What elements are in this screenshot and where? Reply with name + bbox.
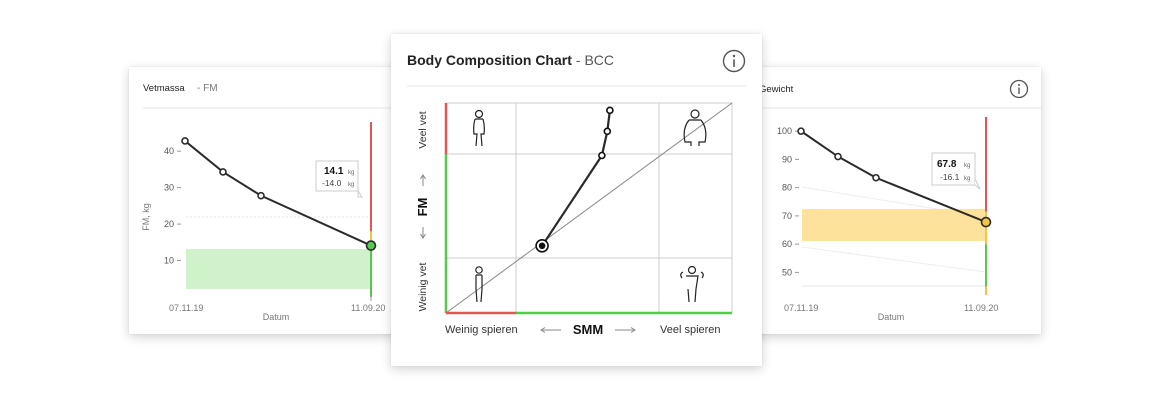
y-tick-label: 40 xyxy=(164,146,174,156)
value-tooltip: 67.8 kg -16.1 kg xyxy=(931,152,981,190)
y-tick-label: 70 xyxy=(782,211,792,221)
current-data-point xyxy=(538,242,546,250)
x-start-label: 07.11.19 xyxy=(784,303,818,313)
value-tooltip: 14.1 kg -14.0 kg xyxy=(315,160,363,198)
data-point xyxy=(598,151,606,160)
body-composition-card: Body Composition Chart - BCC xyxy=(391,34,762,366)
y-ticks: 40 30 20 10 xyxy=(164,146,181,266)
weight-chart: Gewicht 100 90 80 70 60 50 67.8 kg -16.1 kg 0… xyxy=(752,79,1041,322)
body-obese-icon xyxy=(683,109,707,146)
data-points xyxy=(535,106,614,253)
y-bottom-label: Weinig vet xyxy=(417,263,429,312)
y-axis-label: FM xyxy=(415,198,430,217)
info-icon[interactable] xyxy=(1009,79,1029,99)
x-right-label: Veel spieren xyxy=(660,324,721,336)
tooltip-value: 67.8 xyxy=(937,159,957,170)
weight-card: Gewicht 100 90 80 70 60 50 67.8 kg -16.1 kg 0… xyxy=(752,67,1041,334)
data-point xyxy=(797,127,805,135)
x-end-label: 11.09.20 xyxy=(964,303,998,313)
data-point xyxy=(257,191,265,200)
tooltip-delta: -14.0 xyxy=(322,178,342,188)
x-axis-label: SMM xyxy=(573,322,603,337)
y-tick-label: 10 xyxy=(164,256,174,266)
y-ticks: 100 90 80 70 60 50 xyxy=(777,126,799,277)
card-title: Body Composition Chart xyxy=(407,52,572,68)
x-left-label: Weinig spieren xyxy=(445,324,518,336)
data-points xyxy=(797,127,992,228)
card-title-group: Body Composition Chart - BCC xyxy=(407,52,614,68)
current-data-point xyxy=(980,216,992,228)
y-tick-label: 100 xyxy=(777,126,792,136)
target-range-band xyxy=(802,209,985,241)
data-points xyxy=(181,137,377,251)
tooltip-value: 14.1 xyxy=(324,166,344,177)
weight-line xyxy=(800,130,987,224)
trajectory-line xyxy=(541,110,611,247)
data-point xyxy=(834,152,842,161)
tooltip-value-unit: kg xyxy=(348,170,354,176)
tooltip-delta-unit: kg xyxy=(964,176,970,182)
x-start-label: 07.11.19 xyxy=(169,303,203,313)
card-subtitle: - FM xyxy=(197,83,218,94)
card-title: Vetmassa xyxy=(143,83,185,94)
fat-mass-card: Vetmassa - FM 40 30 20 10 FM, kg 14.1 kg -1… xyxy=(129,67,401,334)
diagonal-reference-line xyxy=(445,102,733,314)
healthy-range-band xyxy=(186,249,371,289)
data-point xyxy=(872,173,880,182)
x-axis-label: Datum xyxy=(263,312,290,322)
y-axis-arrows xyxy=(420,174,426,239)
y-tick-label: 50 xyxy=(782,267,792,277)
data-point xyxy=(219,168,227,176)
y-tick-label: 80 xyxy=(782,183,792,193)
body-slim-fat-icon xyxy=(473,109,485,147)
y-tick-label: 90 xyxy=(782,154,792,164)
y-tick-label: 20 xyxy=(164,219,174,229)
current-data-point xyxy=(365,240,377,251)
y-tick-label: 60 xyxy=(782,239,792,249)
body-composition-chart: Body Composition Chart - BCC xyxy=(407,49,746,337)
body-muscular-icon xyxy=(680,265,704,303)
info-icon[interactable] xyxy=(722,49,746,73)
body-thin-icon xyxy=(475,266,483,303)
x-axis-arrows xyxy=(540,327,636,333)
fat-mass-chart: Vetmassa - FM 40 30 20 10 FM, kg 14.1 kg -1… xyxy=(141,83,401,322)
data-point xyxy=(606,106,614,115)
fat-mass-line xyxy=(184,140,372,247)
y-top-label: Veel vet xyxy=(417,111,429,148)
x-axis-label: Datum xyxy=(878,312,905,322)
y-tick-label: 30 xyxy=(164,183,174,193)
tooltip-delta: -16.1 xyxy=(940,172,960,182)
x-end-label: 11.09.20 xyxy=(351,303,385,313)
data-point xyxy=(603,127,612,136)
tooltip-delta-unit: kg xyxy=(348,182,354,188)
card-subtitle: - BCC xyxy=(576,52,614,68)
y-axis-label: FM, kg xyxy=(141,203,151,231)
tooltip-value-unit: kg xyxy=(964,163,970,169)
card-title: Gewicht xyxy=(759,84,794,95)
data-point xyxy=(181,137,189,145)
faint-trend-line xyxy=(801,246,987,273)
